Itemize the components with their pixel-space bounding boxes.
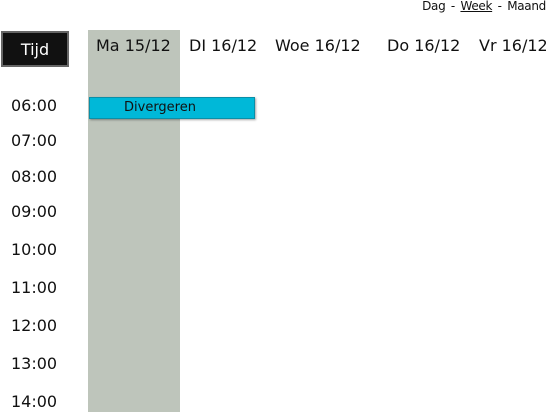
time-label: 08:00 xyxy=(11,167,58,186)
time-label: 10:00 xyxy=(11,240,58,259)
time-label: 07:00 xyxy=(11,131,58,150)
view-separator: - xyxy=(450,0,455,13)
view-separator: - xyxy=(497,0,502,13)
time-label: 09:00 xyxy=(11,202,58,221)
time-label: 11:00 xyxy=(11,278,58,297)
today-column-highlight xyxy=(88,30,180,412)
time-label: 12:00 xyxy=(11,316,58,335)
day-header-wednesday[interactable]: Woe 16/12 xyxy=(275,36,361,55)
calendar-event[interactable]: Divergeren xyxy=(89,97,255,119)
view-day-link[interactable]: Dag xyxy=(422,0,446,13)
day-header-friday[interactable]: Vr 16/12 xyxy=(479,36,546,55)
view-switch: Dag - Week - Maand xyxy=(422,0,546,13)
time-label: 06:00 xyxy=(11,96,58,115)
day-header-thursday[interactable]: Do 16/12 xyxy=(387,36,461,55)
view-week-link[interactable]: Week xyxy=(460,0,493,13)
day-header-monday[interactable]: Ma 15/12 xyxy=(96,36,171,55)
time-column-header[interactable]: Tijd xyxy=(1,31,69,67)
time-label: 13:00 xyxy=(11,354,58,373)
view-month-link[interactable]: Maand xyxy=(507,0,546,13)
day-header-tuesday[interactable]: DI 16/12 xyxy=(189,36,258,55)
time-label: 14:00 xyxy=(11,392,58,411)
